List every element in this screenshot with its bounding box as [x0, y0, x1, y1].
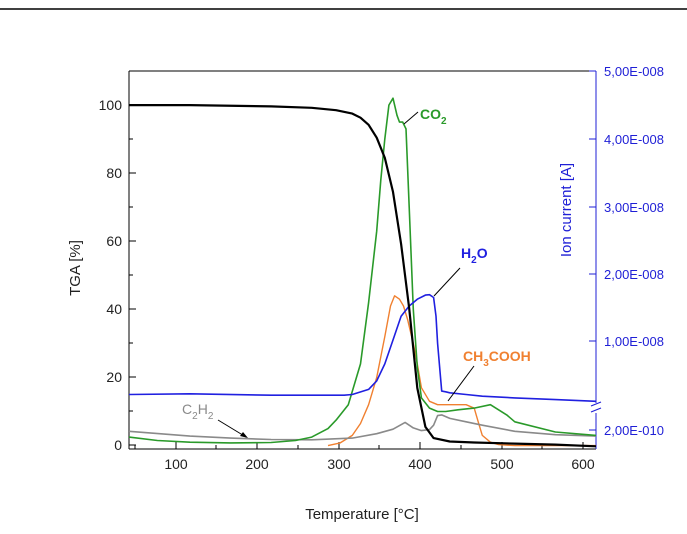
annotation-h2o: H2O [461, 245, 488, 266]
annotation-c2h2: C2H2 [182, 401, 214, 422]
arrow-h2o [433, 267, 461, 297]
left-tick-label: 100 [99, 97, 123, 113]
x-axis-title: Temperature [°C] [305, 506, 419, 523]
y-axis-title-left: TGA [%] [67, 240, 84, 296]
bottom-tick-label: 200 [245, 456, 269, 472]
bottom-tick-label: 300 [327, 456, 351, 472]
left-tick-label: 0 [114, 437, 122, 453]
right-tick-label: 3,00E-008 [604, 200, 664, 215]
right-tick-label: 4,00E-008 [604, 132, 664, 147]
bottom-tick-label: 100 [164, 456, 188, 472]
series-line-tga [129, 104, 597, 448]
series-line-h2o [128, 293, 597, 403]
annotation-co2: CO2 [420, 106, 447, 127]
arrow-c2h2 [217, 419, 247, 438]
y-axis-title-right: Ion current [A] [558, 163, 575, 257]
plot-frame [128, 70, 602, 450]
series-line-c2h2 [128, 414, 597, 441]
arrowhead-c2h2 [240, 432, 248, 438]
left-tick-label: 80 [106, 165, 122, 181]
series-line-ch3cooh [327, 295, 596, 447]
right-tick-labels: 5,00E-008 4,00E-008 3,00E-008 2,00E-008 … [604, 64, 664, 438]
annotation-ch3cooh: CH3COOH [463, 348, 531, 369]
bottom-tick-label: 500 [490, 456, 514, 472]
bottom-tick-label: 400 [408, 456, 432, 472]
right-axis-break [590, 401, 602, 413]
right-ticks [589, 70, 596, 431]
series-layer [128, 97, 597, 448]
bottom-tick-labels: 100 200 300 400 500 600 [164, 456, 595, 472]
left-tick-label: 20 [106, 369, 122, 385]
right-tick-label: 1,00E-008 [604, 334, 664, 349]
left-tick-label: 60 [106, 233, 122, 249]
arrow-ch3cooh [447, 365, 475, 402]
series-line-co2 [128, 97, 597, 444]
right-tick-label: 2,00E-008 [604, 267, 664, 282]
right-tick-label: 5,00E-008 [604, 64, 664, 79]
left-ticks [129, 70, 136, 446]
right-tick-label: 2,00E-010 [604, 423, 664, 438]
left-tick-label: 40 [106, 301, 122, 317]
annotation-arrows [217, 111, 475, 438]
bottom-tick-label: 600 [571, 456, 595, 472]
arrow-co2 [403, 111, 419, 125]
left-tick-labels: 0 20 40 60 80 100 [99, 97, 123, 453]
